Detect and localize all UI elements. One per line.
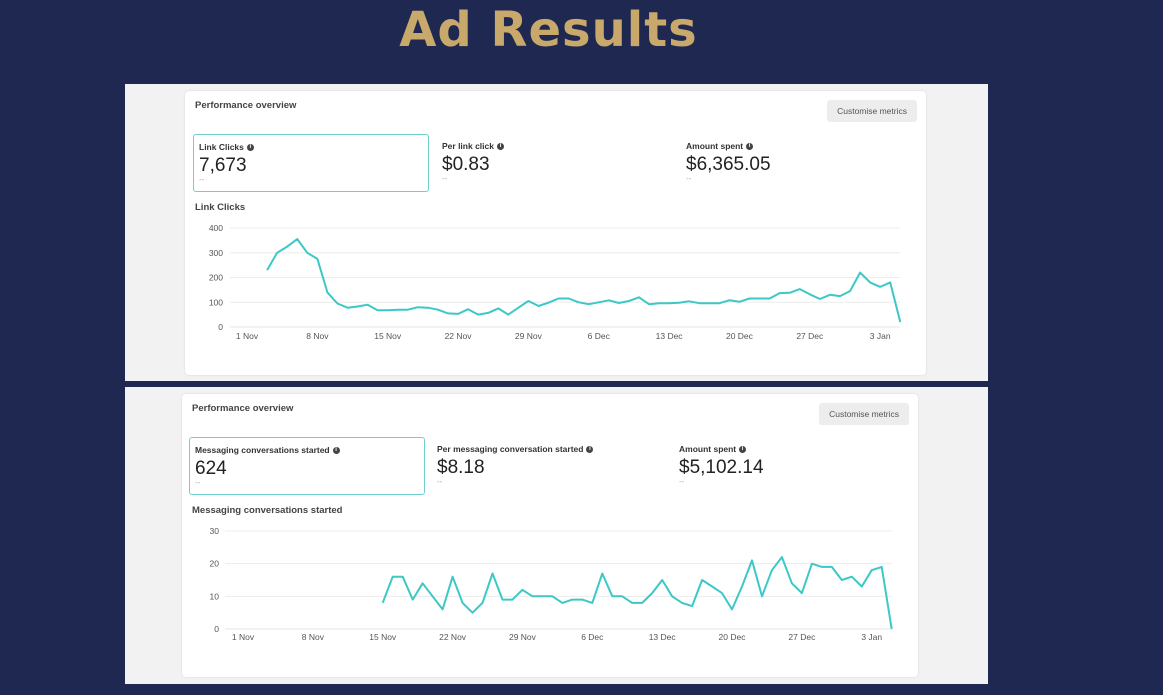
- metric-value: 7,673: [199, 155, 247, 176]
- metric-label: Amount spent: [679, 444, 737, 454]
- x-tick-label: 27 Dec: [796, 331, 824, 341]
- metric-delta: --: [195, 478, 201, 487]
- metric-delta: --: [442, 174, 448, 183]
- x-tick-label: 3 Jan: [870, 331, 891, 341]
- x-tick-label: 8 Nov: [306, 331, 329, 341]
- metric-label: Amount spent: [686, 141, 744, 151]
- x-tick-label: 15 Nov: [369, 632, 397, 642]
- metric-link-clicks[interactable]: Link Clicks i 7,673 --: [193, 134, 429, 192]
- metric-value: 624: [195, 458, 227, 479]
- chart-title: Messaging conversations started: [192, 505, 343, 516]
- metric-amount-spent[interactable]: Amount spent i $5,102.14 --: [674, 437, 910, 495]
- info-icon[interactable]: i: [746, 142, 754, 150]
- metric-label: Messaging conversations started: [195, 445, 330, 455]
- y-tick-label: 300: [209, 248, 223, 258]
- x-tick-label: 8 Nov: [302, 632, 325, 642]
- info-icon[interactable]: i: [739, 445, 747, 453]
- y-tick-label: 0: [218, 322, 223, 332]
- metric-label: Per link click: [442, 141, 494, 151]
- x-tick-label: 22 Nov: [439, 632, 467, 642]
- info-icon[interactable]: i: [496, 142, 504, 150]
- x-tick-label: 29 Nov: [515, 331, 543, 341]
- metric-delta: --: [686, 174, 692, 183]
- x-tick-label: 1 Nov: [236, 331, 259, 341]
- y-tick-label: 20: [210, 559, 220, 569]
- performance-card: Performance overview Customise metrics M…: [182, 394, 918, 677]
- metric-amount-spent[interactable]: Amount spent i $6,365.05 --: [681, 134, 917, 192]
- y-tick-label: 30: [210, 526, 220, 536]
- panel-link-clicks: Performance overview Customise metrics L…: [125, 84, 988, 381]
- metric-label: Per messaging conversation started: [437, 444, 584, 454]
- y-tick-label: 10: [210, 591, 220, 601]
- card-header: Performance overview: [192, 403, 294, 414]
- metric-value: $8.18: [437, 457, 485, 478]
- metric-delta: --: [199, 175, 205, 184]
- metric-delta: --: [679, 477, 685, 486]
- panel-messaging: Performance overview Customise metrics M…: [125, 387, 988, 684]
- x-tick-label: 29 Nov: [509, 632, 537, 642]
- x-tick-label: 15 Nov: [374, 331, 402, 341]
- x-tick-label: 13 Dec: [656, 331, 684, 341]
- info-icon[interactable]: i: [246, 143, 254, 151]
- metric-value: $5,102.14: [679, 457, 764, 478]
- y-tick-label: 200: [209, 273, 223, 283]
- info-icon[interactable]: i: [586, 445, 594, 453]
- customise-metrics-button[interactable]: Customise metrics: [827, 100, 917, 122]
- y-tick-label: 0: [214, 624, 219, 634]
- x-tick-label: 20 Dec: [719, 632, 747, 642]
- metric-per-messaging-conversation[interactable]: Per messaging conversation started i $8.1…: [432, 437, 668, 495]
- metric-messaging-conversations[interactable]: Messaging conversations started i 624 --: [189, 437, 425, 495]
- x-tick-label: 27 Dec: [788, 632, 816, 642]
- x-tick-label: 3 Jan: [861, 632, 882, 642]
- metric-delta: --: [437, 477, 443, 486]
- customise-metrics-button[interactable]: Customise metrics: [819, 403, 909, 425]
- x-tick-label: 6 Dec: [588, 331, 611, 341]
- x-tick-label: 1 Nov: [232, 632, 255, 642]
- page-title: Ad Results: [399, 2, 698, 58]
- x-tick-label: 20 Dec: [726, 331, 754, 341]
- y-tick-label: 100: [209, 297, 223, 307]
- chart-title: Link Clicks: [195, 202, 246, 213]
- series-line: [381, 556, 893, 630]
- card-header: Performance overview: [195, 100, 297, 111]
- series-line: [266, 238, 902, 323]
- metric-value: $0.83: [442, 154, 490, 175]
- metric-per-link-click[interactable]: Per link click i $0.83 --: [437, 134, 673, 192]
- metric-value: $6,365.05: [686, 154, 771, 175]
- x-tick-label: 6 Dec: [581, 632, 604, 642]
- performance-card: Performance overview Customise metrics L…: [185, 91, 926, 375]
- metric-label: Link Clicks: [199, 142, 244, 152]
- y-tick-label: 400: [209, 223, 223, 233]
- x-tick-label: 22 Nov: [445, 331, 473, 341]
- info-icon[interactable]: i: [332, 446, 340, 454]
- x-tick-label: 13 Dec: [649, 632, 677, 642]
